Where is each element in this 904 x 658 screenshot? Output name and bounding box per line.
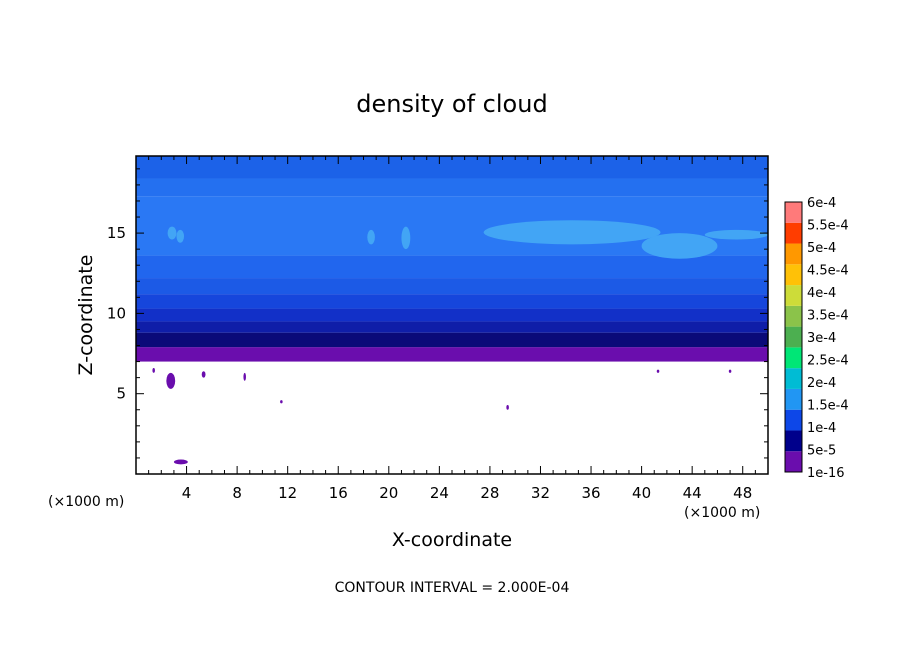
colorbar-swatch-3 [785, 388, 802, 410]
colorbar-label-8: 4e-4 [807, 286, 836, 301]
contour-interval-footer: CONTOUR INTERVAL = 2.000E-04 [335, 580, 570, 596]
colorbar-label-10: 5e-4 [807, 241, 836, 256]
colorbar-swatch-12 [785, 202, 802, 223]
x-tick-label-16: 16 [329, 484, 348, 502]
colorbar: 1e-16 5e-5 1e-4 1.5e-4 2e-4 2.5e-4 3e-4 3.5e-4 4… [784, 196, 849, 481]
contour-band-3 [136, 308, 768, 322]
colorbar-label-3: 1.5e-4 [807, 399, 849, 414]
colorbar-swatch-5 [785, 347, 802, 369]
cloud-speck-13 [656, 369, 660, 373]
cloud-speck-10 [280, 400, 283, 404]
cloud-speck-9 [243, 372, 246, 381]
colorbar-swatch-9 [785, 264, 802, 286]
colorbar-swatch-4 [785, 368, 802, 389]
x-tick-label-4: 4 [182, 484, 192, 502]
colorbar-frame [784, 201, 803, 473]
cloud-speck-8 [201, 371, 206, 378]
colorbar-swatch-6 [785, 326, 802, 348]
contour-blob-4 [401, 226, 411, 250]
colorbar-label-0: 1e-16 [807, 466, 845, 481]
contour-band-5 [136, 278, 768, 295]
y-axis-unit: (×1000 m) [48, 494, 124, 510]
colorbar-swatch-0 [785, 451, 802, 472]
colorbar-label-1: 5e-5 [807, 444, 836, 459]
contour-blob-6 [176, 229, 185, 243]
chart-title: density of cloud [356, 90, 547, 118]
colorbar-swatch-8 [785, 285, 802, 306]
contour-band-8 [136, 178, 768, 197]
colorbar-label-11: 5.5e-4 [807, 219, 849, 234]
x-axis-label: X-coordinate [392, 529, 512, 551]
colorbar-label-4: 2e-4 [807, 376, 836, 391]
cloud-speck-11 [506, 404, 509, 410]
y-axis-label: Z-coordinate [75, 255, 97, 376]
x-tick-label-24: 24 [430, 484, 449, 502]
colorbar-swatch-11 [785, 222, 802, 244]
colorbar-label-5: 2.5e-4 [807, 354, 849, 369]
x-tick-label-32: 32 [531, 484, 550, 502]
colorbar-swatch-1 [785, 430, 802, 452]
x-tick-label-20: 20 [379, 484, 398, 502]
contour-blob-1 [641, 233, 718, 259]
contour-bands [136, 156, 768, 362]
x-tick-label-44: 44 [683, 484, 702, 502]
contour-band-6 [136, 255, 768, 279]
x-axis-ticks: 4 8 12 16 20 24 28 32 36 40 44 48 [148, 156, 756, 502]
contour-blob-5 [167, 226, 177, 240]
colorbar-label-12: 6e-4 [807, 196, 836, 211]
colorbar-label-9: 4.5e-4 [807, 264, 849, 279]
y-tick-label-15: 15 [107, 224, 126, 242]
colorbar-label-2: 1e-4 [807, 421, 836, 436]
cloud-speck-15 [152, 368, 155, 373]
colorbar-swatch-10 [785, 243, 802, 265]
contour-band-9 [136, 156, 768, 179]
colorbar-label-6: 3e-4 [807, 331, 836, 346]
cloud-speck-12 [173, 459, 188, 465]
colorbar-swatch-2 [785, 409, 802, 431]
contour-band-0 [136, 347, 768, 362]
colorbar-swatch-7 [785, 305, 802, 327]
x-tick-label-8: 8 [232, 484, 242, 502]
x-tick-label-48: 48 [733, 484, 752, 502]
y-axis-ticks: 5 10 15 [107, 168, 768, 459]
contour-blob-0 [483, 220, 661, 245]
x-axis-unit: (×1000 m) [684, 505, 760, 521]
contour-features [152, 220, 768, 465]
cloud-speck-14 [728, 369, 732, 373]
x-tick-label-12: 12 [278, 484, 297, 502]
y-tick-label-10: 10 [107, 304, 126, 322]
contour-blob-2 [704, 229, 768, 240]
colorbar-label-7: 3.5e-4 [807, 309, 849, 324]
cloud-speck-7 [166, 372, 176, 389]
contour-band-2 [136, 321, 768, 333]
contour-blob-3 [367, 229, 375, 245]
x-tick-label-36: 36 [581, 484, 600, 502]
contour-band-1 [136, 332, 768, 348]
y-tick-label-5: 5 [116, 385, 126, 403]
x-tick-label-40: 40 [632, 484, 651, 502]
x-tick-label-28: 28 [480, 484, 499, 502]
contour-band-4 [136, 294, 768, 309]
